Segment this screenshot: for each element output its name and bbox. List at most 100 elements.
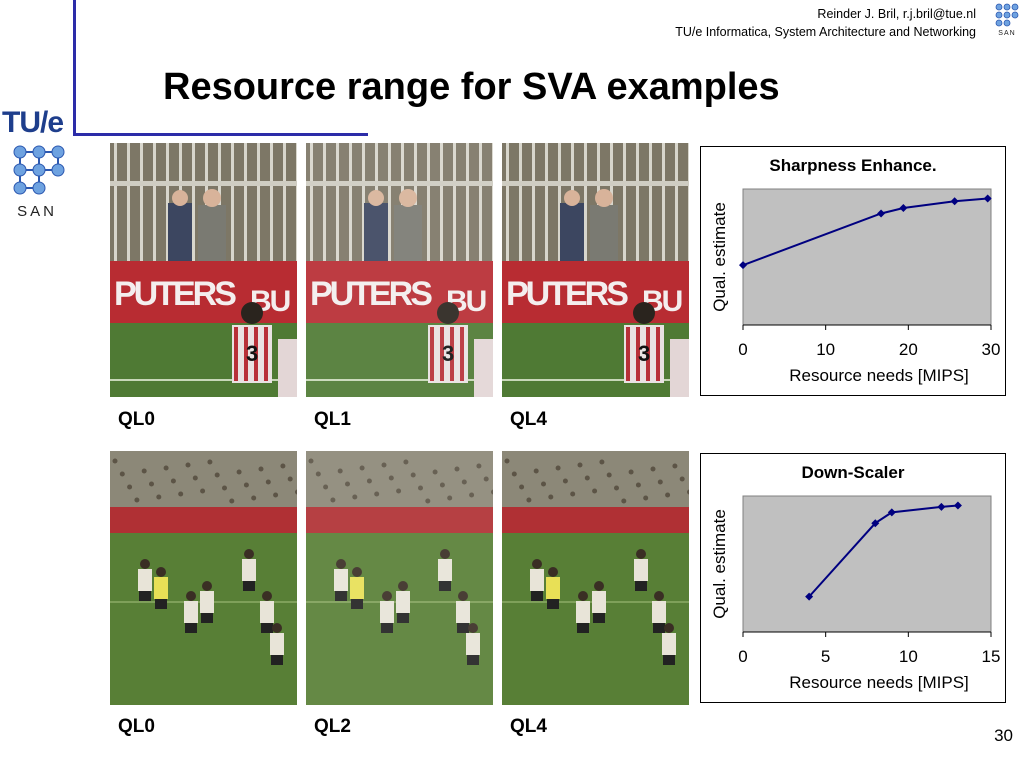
player-head <box>336 559 346 569</box>
player <box>184 601 198 623</box>
player-shorts <box>155 599 167 609</box>
player <box>466 633 480 655</box>
crowd <box>469 492 475 498</box>
player-shorts <box>663 655 675 665</box>
crowd <box>657 479 663 485</box>
advertising-board <box>306 261 493 323</box>
fence-bar <box>636 143 639 261</box>
crowd <box>352 494 358 500</box>
pitch-line <box>502 379 689 381</box>
crowd <box>425 498 431 504</box>
fence-bar <box>349 143 352 261</box>
chart-sharpness-svg: Sharpness Enhance. 0 10 20 30 Resource needs … <box>710 156 1001 385</box>
spectator <box>560 203 584 265</box>
crowd <box>323 484 329 490</box>
spectator-head <box>203 189 221 207</box>
player-head <box>594 581 604 591</box>
player-head <box>532 559 542 569</box>
player <box>576 601 590 623</box>
photo-scene <box>502 451 689 705</box>
player-shorts <box>439 581 451 591</box>
crowd <box>258 466 264 472</box>
crowd <box>127 484 133 490</box>
stands <box>502 451 689 511</box>
san-logo-text: SAN <box>17 203 57 220</box>
shirt-number: 3 <box>246 341 258 366</box>
crowd <box>359 465 365 471</box>
fence-rail <box>306 181 493 186</box>
crowd <box>287 476 293 482</box>
player-head <box>437 302 459 324</box>
fence-bar <box>623 143 626 261</box>
fence-bar <box>675 143 678 261</box>
shirt-stripe <box>646 327 650 381</box>
photo-top-3: PUTERS BU 3 <box>502 143 689 397</box>
fence-bar <box>323 143 326 261</box>
x-axis-label: Resource needs [MIPS] <box>789 673 969 692</box>
fence-bar <box>558 143 561 261</box>
quality-overlay <box>306 451 493 705</box>
x-tick-label: 30 <box>982 340 1001 359</box>
crowd <box>454 466 460 472</box>
player <box>380 601 394 623</box>
crowd <box>570 491 576 497</box>
data-point <box>871 519 880 528</box>
shirt-stripe <box>440 327 444 381</box>
crowd <box>584 475 590 481</box>
advertising-board <box>306 507 493 533</box>
player-head <box>156 567 166 577</box>
player <box>662 633 676 655</box>
photo-scene <box>110 451 297 705</box>
crowd <box>170 478 176 484</box>
fence-bar <box>362 143 365 261</box>
player <box>438 559 452 581</box>
fence-bar <box>662 143 665 261</box>
photo-top-1: PUTERS BU 3 <box>110 143 297 397</box>
crowd <box>119 471 125 477</box>
fence-bar <box>519 143 522 261</box>
player-head <box>352 567 362 577</box>
crowd <box>366 478 372 484</box>
shirt-stripe <box>264 327 268 381</box>
player-shorts <box>467 655 479 665</box>
crowd <box>476 463 482 469</box>
crowd <box>200 488 206 494</box>
crowd <box>519 484 525 490</box>
player-shorts <box>593 613 605 623</box>
photo-scene: PUTERS BU3 <box>306 143 493 397</box>
crowd <box>439 482 445 488</box>
x-tick-label: 0 <box>738 340 747 359</box>
fence-bar <box>283 143 286 261</box>
player-head <box>664 623 674 633</box>
fence-bar <box>166 143 169 261</box>
san-logo: SAN <box>6 140 68 224</box>
crowd <box>533 468 539 474</box>
data-point <box>953 501 962 510</box>
fence-bar <box>545 143 548 261</box>
crowd <box>687 489 689 495</box>
player <box>242 559 256 581</box>
crowd <box>280 463 286 469</box>
player-shorts <box>271 655 283 665</box>
crowd <box>222 485 227 491</box>
quality-overlay <box>306 143 493 397</box>
player-head <box>633 302 655 324</box>
player-head <box>458 591 468 601</box>
crowd <box>403 459 409 465</box>
player <box>260 601 274 623</box>
player-shorts <box>547 599 559 609</box>
shirt-stripe <box>450 327 454 381</box>
shirt-stripe <box>244 327 248 381</box>
player-head <box>140 559 150 569</box>
shirt-stripe <box>626 327 630 381</box>
crowd <box>628 469 634 475</box>
crowd <box>308 458 314 464</box>
player-head <box>440 549 450 559</box>
shirt-stripe <box>234 327 238 381</box>
crowd <box>185 462 191 468</box>
data-point <box>983 194 992 203</box>
player <box>138 569 152 591</box>
crowd <box>178 491 184 497</box>
player-shirt <box>474 339 493 397</box>
crowd <box>599 459 605 465</box>
